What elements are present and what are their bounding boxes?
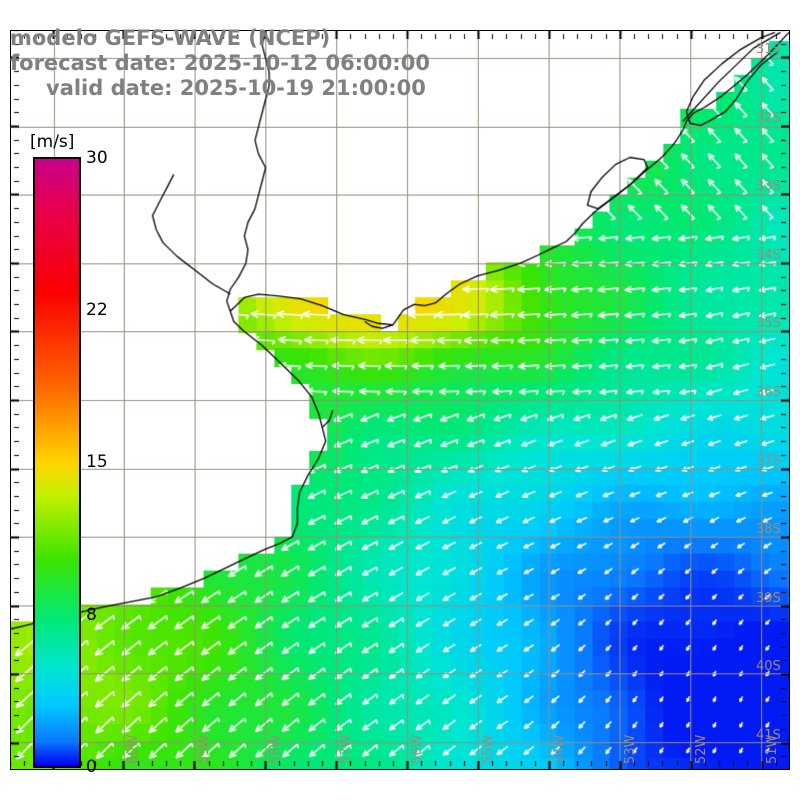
map-plot-area[interactable] [10, 30, 790, 770]
wind-speed-heatmap-canvas [11, 31, 789, 769]
